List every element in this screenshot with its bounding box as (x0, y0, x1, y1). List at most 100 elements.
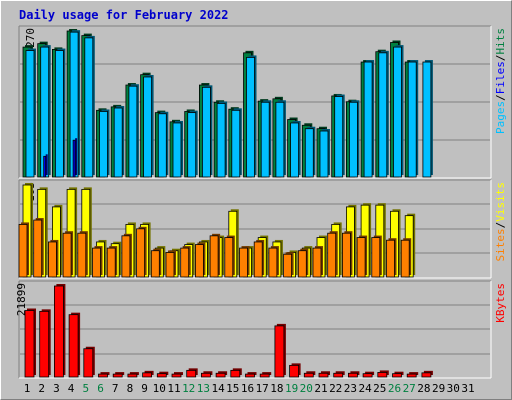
x-tick-label-day-31: 31 (461, 382, 474, 395)
bar-files-26 (393, 46, 402, 178)
x-tick-label-day-7: 7 (112, 382, 119, 395)
bar-kbytes-8 (127, 373, 138, 378)
bar-sites-16 (239, 247, 248, 278)
bar-kbytes-23 (347, 372, 358, 378)
bar-kbytes-12 (186, 369, 197, 378)
bar-files-17 (260, 101, 270, 178)
chart-title: Daily usage for February 2022 (19, 8, 229, 22)
bar-kbytes-8-shadow (129, 372, 139, 375)
legend-entry: Hits (494, 28, 507, 55)
legend-entry: Visits (494, 182, 507, 222)
legend-entry: Sites (494, 228, 507, 261)
x-tick-label-day-17: 17 (256, 382, 269, 395)
bar-sites-14 (209, 235, 219, 278)
bar-files-11 (172, 122, 182, 178)
bar-files-20 (304, 128, 314, 178)
bar-sites-24 (356, 237, 366, 278)
y-max-label-kbytes: 21899 (15, 283, 28, 316)
bar-sites-21 (312, 247, 322, 278)
bar-kbytes-10 (156, 373, 167, 378)
bar-sites-12 (180, 247, 190, 278)
legend-entry: KBytes (494, 283, 507, 323)
bar-kbytes-17-shadow (262, 372, 272, 375)
x-tick-label-day-10: 10 (153, 382, 166, 395)
bar-files-1 (25, 50, 35, 178)
bar-kbytes-13 (200, 372, 211, 378)
bar-sites-23 (341, 232, 351, 278)
bar-files-25 (378, 52, 388, 178)
bar-kbytes-22 (333, 372, 344, 378)
bar-kbytes-3 (54, 285, 64, 378)
bar-kbytes-25 (377, 372, 388, 378)
bar-sites-6 (92, 247, 101, 278)
bar-files-13 (201, 86, 211, 178)
bar-kbytes-26 (392, 373, 402, 378)
bar-files-3 (55, 50, 64, 178)
legend-kbytes: KBytes (494, 283, 507, 323)
bar-sites-4 (62, 232, 72, 278)
x-tick-label-day-20: 20 (300, 382, 313, 395)
x-tick-label-day-14: 14 (211, 382, 225, 395)
bar-kbytes-16 (245, 373, 255, 378)
x-tick-label-day-6: 6 (97, 382, 104, 395)
bar-kbytes-1 (24, 310, 35, 378)
bar-files-24 (363, 61, 373, 178)
x-tick-label-day-1: 1 (24, 382, 31, 395)
x-tick-label-day-3: 3 (53, 382, 60, 395)
bar-kbytes-17 (259, 373, 270, 378)
bar-files-14 (216, 103, 226, 178)
bar-pages-4-shadow (75, 138, 78, 175)
x-tick-label-day-4: 4 (68, 382, 75, 395)
x-tick-label-day-11: 11 (167, 382, 180, 395)
bar-sites-18 (268, 247, 278, 278)
bar-sites-3 (48, 241, 57, 278)
bar-sites-9 (136, 228, 146, 278)
bar-sites-19 (283, 253, 293, 278)
bar-kbytes-28 (421, 372, 432, 378)
bar-kbytes-18 (274, 325, 285, 378)
x-tick-label-day-15: 15 (226, 382, 239, 395)
legend-entry: / (494, 55, 507, 62)
bar-files-8 (128, 85, 138, 178)
x-tick-label-day-26: 26 (388, 382, 401, 395)
bar-sites-8 (121, 235, 131, 278)
bar-sites-17 (253, 241, 263, 278)
bar-kbytes-6 (98, 373, 108, 378)
legend-hits-files-pages: Pages/Files/Hits (494, 28, 507, 134)
bar-files-16 (246, 57, 255, 178)
bar-kbytes-4 (68, 314, 79, 378)
bar-files-15 (231, 109, 241, 178)
legend-entry: Pages (494, 101, 507, 134)
bar-files-9 (143, 76, 153, 178)
bar-sites-15 (224, 237, 234, 278)
bar-files-21 (319, 130, 329, 178)
legend-entry: / (494, 222, 507, 229)
bar-files-19 (290, 122, 300, 178)
bar-files-23 (348, 101, 358, 178)
bar-kbytes-20 (303, 372, 314, 378)
bar-sites-27 (400, 239, 410, 278)
bar-sites-25 (371, 237, 381, 278)
bar-kbytes-24 (362, 373, 373, 378)
x-tick-label-day-19: 19 (285, 382, 298, 395)
bar-files-5 (84, 37, 94, 178)
bar-files-22 (334, 96, 344, 178)
bar-sites-13 (194, 244, 204, 278)
bar-files-12 (187, 112, 197, 178)
bar-kbytes-21 (318, 372, 329, 378)
bar-files-28 (422, 61, 432, 178)
bar-kbytes-16-shadow (247, 372, 257, 375)
bar-kbytes-6-shadow (100, 372, 110, 375)
bar-pages-2-shadow (45, 154, 48, 175)
x-tick-label-day-23: 23 (344, 382, 357, 395)
x-tick-label-day-27: 27 (403, 382, 416, 395)
legend-entry: / (494, 94, 507, 101)
x-tick-label-day-24: 24 (358, 382, 372, 395)
bar-sites-7 (106, 247, 116, 278)
bar-kbytes-19 (289, 364, 300, 378)
bar-kbytes-27 (406, 373, 417, 378)
bar-files-27 (407, 61, 417, 178)
x-tick-label-day-28: 28 (417, 382, 430, 395)
bar-kbytes-9 (142, 372, 153, 378)
bar-kbytes-7-shadow (115, 372, 125, 375)
